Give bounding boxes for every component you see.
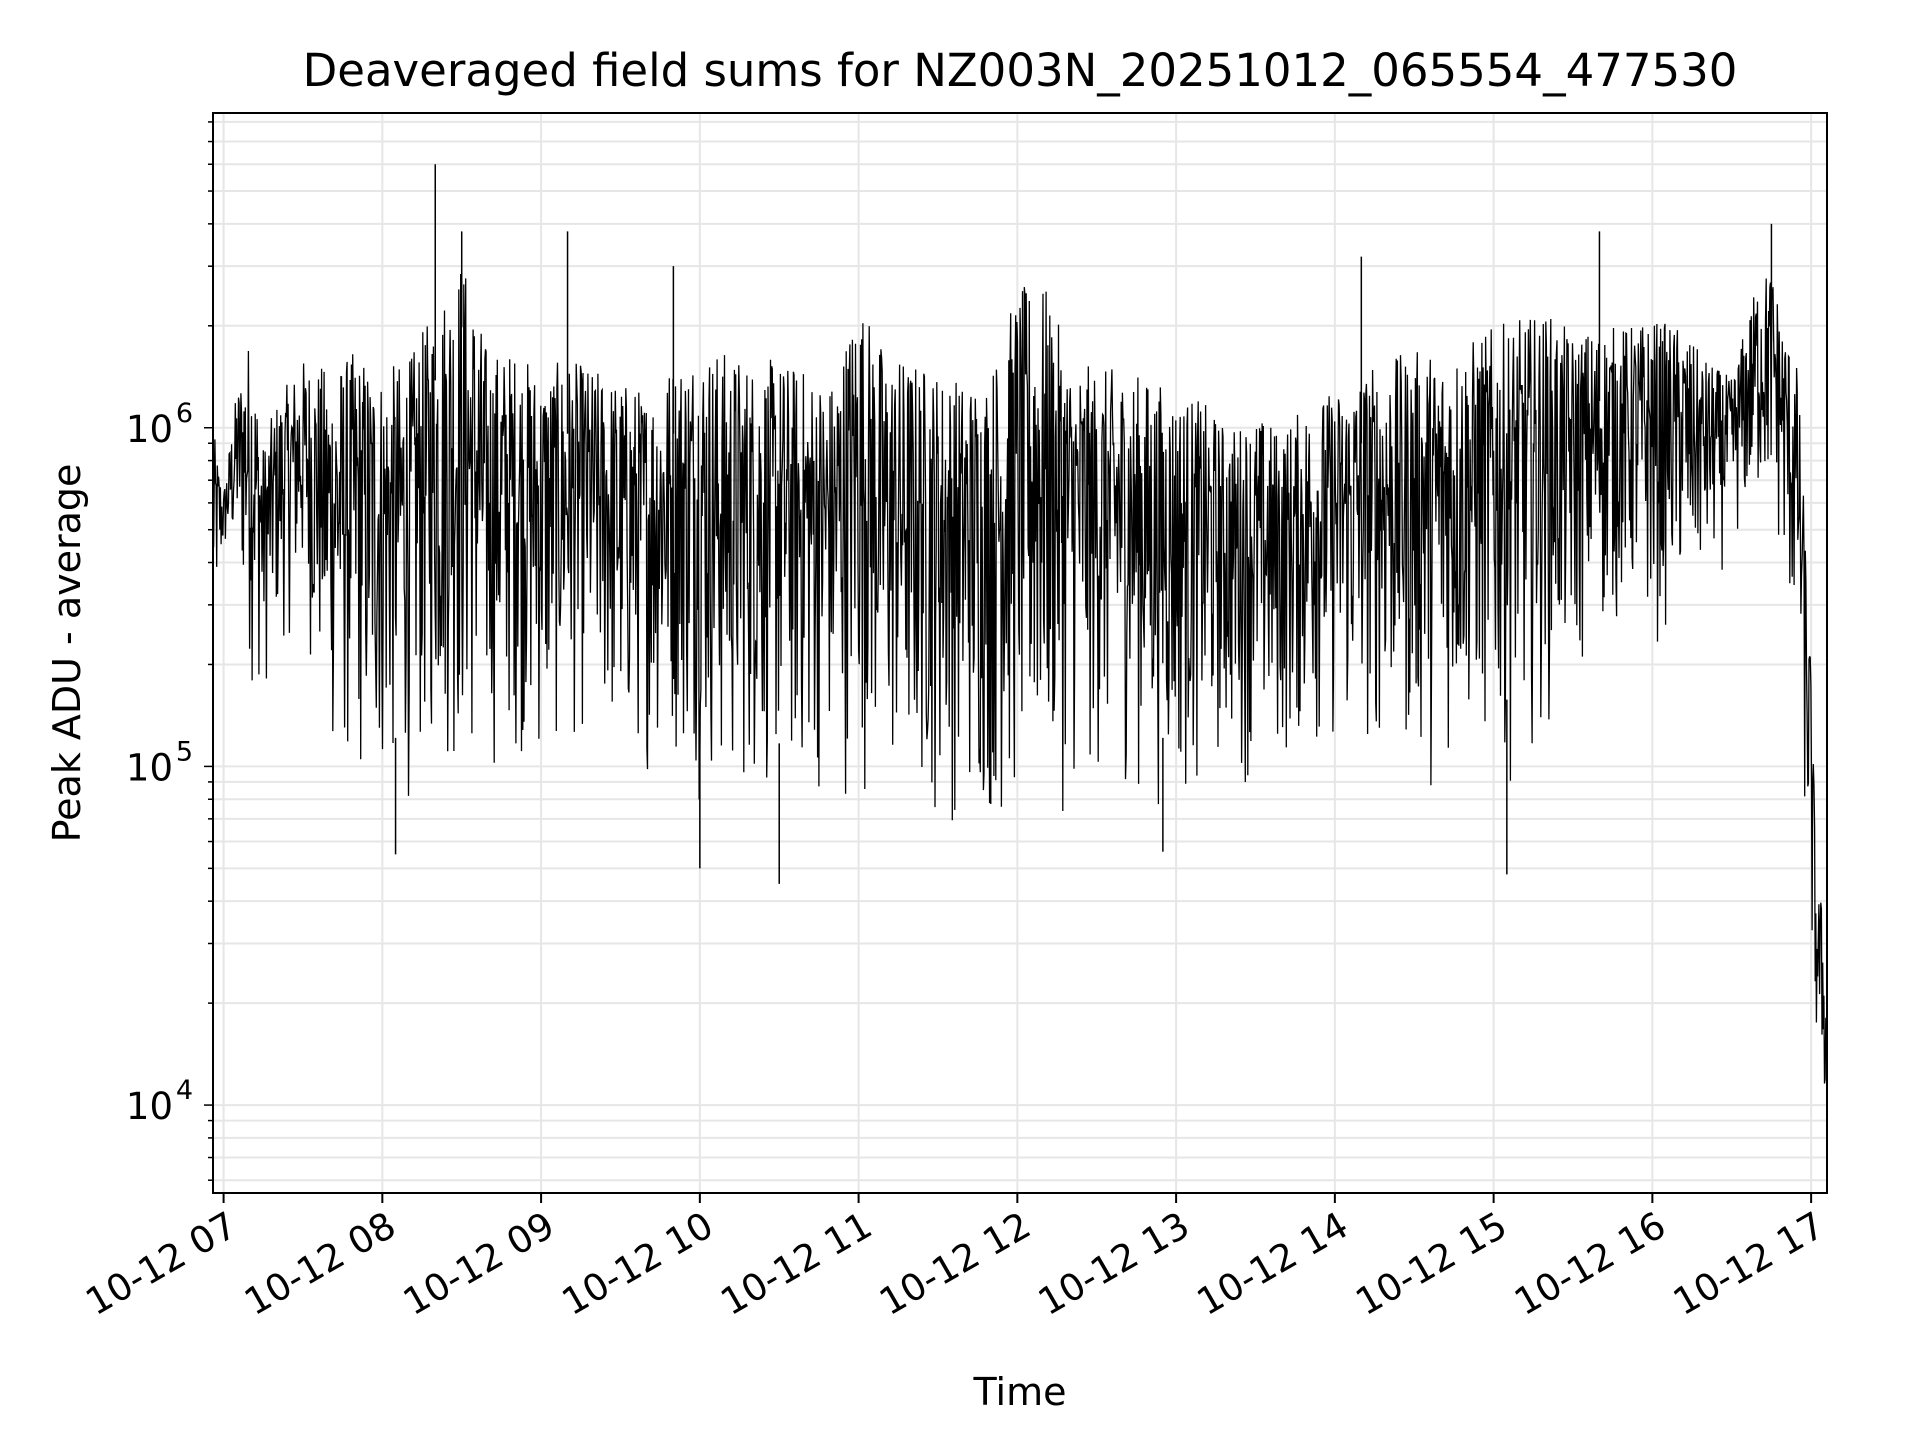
chart-title: Deaveraged field sums for NZ003N_2025101… bbox=[303, 44, 1738, 97]
y-tick-exponent: 6 bbox=[176, 398, 193, 429]
series-line bbox=[212, 273, 1828, 1084]
x-axis-label: Time bbox=[973, 1370, 1067, 1414]
y-axis-label: Peak ADU - average bbox=[45, 464, 89, 843]
y-tick-exponent: 5 bbox=[176, 736, 193, 767]
y-tick-label: 10 bbox=[126, 1085, 173, 1128]
y-tick-label: 10 bbox=[126, 408, 173, 451]
y-tick-label: 10 bbox=[126, 746, 173, 789]
plot-frame bbox=[212, 112, 1828, 1194]
data-layer bbox=[212, 164, 1828, 1084]
y-tick-exponent: 4 bbox=[176, 1075, 193, 1106]
